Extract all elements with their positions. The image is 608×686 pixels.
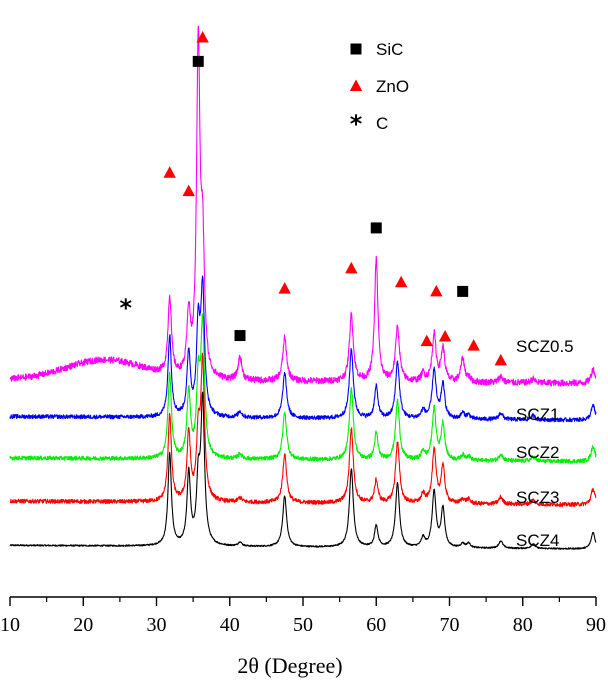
- x-tick-label-20: 20: [73, 614, 93, 636]
- legend-zno-marker: [349, 79, 363, 91]
- x-tick-label-90: 90: [586, 614, 606, 636]
- triangle-marker-11: [438, 329, 452, 342]
- series-scz2-line: [9, 313, 597, 464]
- x-tick-label-10: 10: [0, 614, 20, 636]
- x-tick-label-70: 70: [440, 614, 460, 636]
- series-scz4-line: [9, 391, 597, 550]
- x-tick-label-50: 50: [293, 614, 313, 636]
- triangle-marker-10: [430, 284, 443, 297]
- annotation-layer: *: [119, 30, 507, 366]
- square-marker-12: [457, 285, 469, 297]
- square-marker-7: [370, 222, 382, 234]
- triangle-marker-13: [467, 339, 480, 351]
- triangle-marker-8: [394, 275, 408, 288]
- triangle-marker-2: [163, 166, 176, 178]
- series-scz0-5-line: [9, 25, 597, 387]
- legend-c-marker: *: [350, 110, 363, 138]
- legend: SiC ZnO * C: [350, 40, 409, 138]
- series-layer: [9, 25, 597, 550]
- series-label-scz3: SCZ3: [516, 488, 559, 507]
- x-tick-label-40: 40: [220, 614, 240, 636]
- series-label-scz4: SCZ4: [516, 531, 559, 550]
- triangle-marker-9: [420, 334, 433, 347]
- legend-sic-label: SiC: [376, 40, 403, 59]
- series-labels: SCZ4 SCZ3 SCZ2 SCZ1 SCZ0.5: [516, 337, 574, 550]
- series-scz1-line: [9, 275, 597, 423]
- series-label-scz1: SCZ1: [516, 405, 559, 424]
- x-tick-label-30: 30: [147, 614, 167, 636]
- triangle-marker-5: [278, 282, 291, 294]
- series-label-scz2: SCZ2: [516, 443, 559, 462]
- series-label-scz0-5: SCZ0.5: [516, 337, 574, 356]
- x-axis-title: 2θ (Degree): [237, 653, 342, 678]
- legend-sic-marker: [350, 43, 362, 55]
- x-tick-label-80: 80: [513, 614, 533, 636]
- square-marker-0: [192, 55, 204, 67]
- asterisk-marker-15: *: [119, 294, 132, 322]
- x-axis: 10 20 30 40 50 60 70 80 90: [0, 596, 606, 636]
- triangle-marker-6: [345, 261, 358, 274]
- x-tick-label-60: 60: [366, 614, 386, 636]
- triangle-marker-1: [196, 30, 209, 43]
- series-scz3-line: [9, 352, 597, 507]
- legend-zno-label: ZnO: [376, 77, 409, 96]
- triangle-marker-3: [182, 184, 195, 197]
- square-marker-4: [234, 330, 246, 342]
- triangle-marker-14: [494, 353, 507, 366]
- legend-c-label: C: [376, 114, 388, 133]
